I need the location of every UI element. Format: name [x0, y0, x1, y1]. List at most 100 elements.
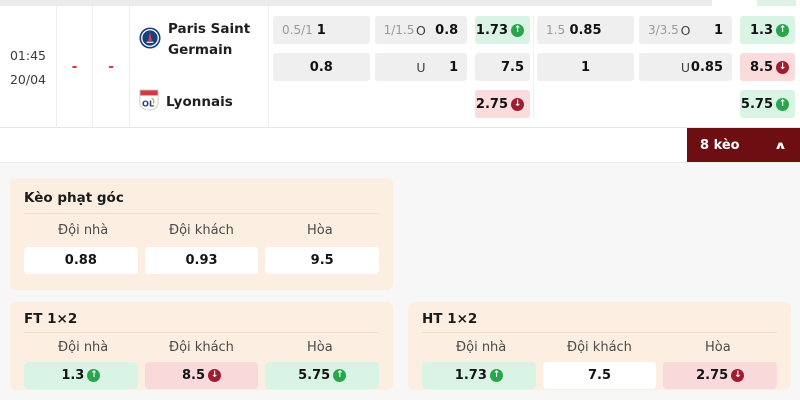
keo-count-bar[interactable]: 8 kèo ∧: [687, 128, 800, 162]
x2-draw-cell[interactable]: 8.5 ↓: [740, 53, 795, 81]
ft-1x2-panel: FT 1×2 Đội nhà Đội khách Hòa 1.3 ↑ 8.5 ↓…: [10, 302, 393, 390]
panel-headers: Đội nhà Đội khách Hòa: [24, 223, 379, 238]
x2-away-cell[interactable]: 5.75 ↑: [740, 90, 795, 118]
empty-cell: [375, 90, 468, 118]
draw-header: Hòa: [306, 223, 333, 238]
odds-value: 5.75: [298, 368, 331, 383]
corner-draw-odds[interactable]: 9.5: [265, 247, 380, 274]
away-header: Đội khách: [567, 340, 632, 355]
total-line: 3/3.5: [648, 23, 679, 37]
draw-header: Hòa: [704, 340, 731, 355]
draw-header: Hòa: [306, 340, 333, 355]
x2-draw-odds: 7.5: [500, 59, 524, 75]
trend-up-icon: ↑: [87, 369, 101, 382]
panel-divider: [24, 213, 379, 214]
ht-home-odds[interactable]: 1.73 ↑: [422, 362, 536, 389]
odds-value: 9.5: [310, 253, 334, 268]
corner-away-odds[interactable]: 0.93: [144, 247, 259, 274]
x2-home-cell[interactable]: 1.73 ↑: [475, 16, 530, 44]
under-odds: 0.85: [690, 59, 723, 75]
home-score-cell: -: [57, 6, 93, 128]
trend-down-icon: ↓: [208, 369, 222, 382]
away-header: Đội khách: [169, 340, 234, 355]
ht-away-odds[interactable]: 7.5: [542, 362, 657, 389]
corner-home-odds[interactable]: 0.88: [24, 247, 138, 274]
under-odds: 1: [449, 59, 459, 75]
odds-row-3: 5.75 ↑: [537, 90, 795, 118]
match-odds-table: 01:45 20/04 - - Paris Saint Germain: [0, 0, 800, 128]
trend-up-icon: ↑: [776, 23, 789, 37]
odds-row-3: 2.75 ↓: [273, 90, 530, 118]
handicap-line2-cell[interactable]: 0.8: [273, 53, 370, 81]
away-team-row: OL Lyonnais: [139, 89, 264, 115]
ht-1x2-panel: HT 1×2 Đội nhà Đội khách Hòa 1.73 ↑ 7.5 …: [408, 302, 791, 390]
away-score: -: [108, 59, 114, 75]
match-time: 01:45: [9, 47, 47, 63]
empty-cell: [537, 90, 634, 118]
trend-down-icon: ↓: [511, 97, 524, 111]
ft-away-odds[interactable]: 8.5 ↓: [144, 362, 259, 389]
over-label: O: [415, 22, 426, 38]
odds-row-2: 1 U 0.85 8.5 ↓: [537, 53, 795, 81]
corner-odds-panel: Kèo phạt góc Đội nhà Đội khách Hòa 0.88 …: [10, 178, 393, 290]
handicap-line1-cell[interactable]: 0.5/1 1: [273, 16, 370, 44]
panel-divider: [24, 332, 379, 333]
panel-divider: [422, 332, 777, 333]
ft-draw-odds[interactable]: 5.75 ↑: [265, 362, 380, 389]
ft-home-odds[interactable]: 1.3 ↑: [24, 362, 138, 389]
handicap-odds: 0.85: [569, 22, 602, 38]
home-header: Đội nhà: [456, 340, 507, 355]
handicap-line2-cell[interactable]: 1: [537, 53, 634, 81]
panel-title: Kèo phạt góc: [24, 190, 124, 206]
home-header: Đội nhà: [58, 340, 109, 355]
previous-row-edge-green: [757, 0, 796, 6]
odds-row-2: 0.8 U 1 7.5: [273, 53, 530, 81]
keo-count-label: 8 kèo: [700, 137, 740, 153]
x2-away-odds: 5.75: [740, 96, 773, 112]
odds-value: 0.88: [64, 253, 97, 268]
panel-title: HT 1×2: [422, 311, 478, 327]
odds-row-1: 1.5 0.85 3/3.5 O 1 1.3 ↑: [537, 16, 795, 44]
over-cell[interactable]: 3/3.5 O 1: [639, 16, 732, 44]
x2-home-cell[interactable]: 1.3 ↑: [740, 16, 795, 44]
table-footer-band: [0, 128, 800, 163]
teams-cell: Paris Saint Germain OL Lyonnais: [130, 6, 269, 128]
empty-cell: [639, 90, 732, 118]
x2-home-odds: 1.3: [749, 22, 773, 38]
trend-down-icon: ↓: [776, 60, 789, 74]
home-team-name: Paris Saint Germain: [168, 21, 251, 58]
ht-draw-odds[interactable]: 2.75 ↓: [663, 362, 778, 389]
x2-away-cell[interactable]: 2.75 ↓: [475, 90, 530, 118]
handicap-odds: 1: [580, 59, 591, 75]
trend-up-icon: ↑: [776, 97, 789, 111]
home-team-row: Paris Saint Germain: [139, 19, 264, 61]
over-odds: 0.8: [435, 22, 459, 38]
x2-draw-odds: 8.5: [749, 59, 773, 75]
odds-value: 1.73: [454, 368, 487, 383]
home-score: -: [71, 59, 78, 75]
odds-value: 1.3: [61, 368, 85, 383]
panel-title: FT 1×2: [24, 311, 78, 327]
away-header: Đội khách: [169, 223, 234, 238]
handicap-line: 0.5/1: [282, 23, 313, 37]
chevron-up-icon[interactable]: ∧: [773, 138, 788, 152]
away-team-name: Lyonnais: [166, 93, 233, 110]
over-cell[interactable]: 1/1.5 O 0.8: [374, 16, 468, 44]
odds-value: 0.93: [185, 253, 218, 268]
x2-away-odds: 2.75: [475, 96, 508, 112]
trend-up-icon: ↑: [489, 369, 503, 382]
handicap-line: 1.5: [546, 23, 566, 37]
handicap-line1-cell[interactable]: 1.5 0.85: [537, 16, 634, 44]
empty-cell: [273, 90, 370, 118]
under-label: U: [680, 59, 691, 75]
odds-group-1: 0.5/1 1 1/1.5 O 0.8 1.73 ↑ 0.8 U: [273, 6, 530, 128]
x2-draw-cell[interactable]: 7.5: [475, 53, 530, 81]
over-label: O: [680, 22, 691, 38]
under-cell[interactable]: U 1: [374, 53, 468, 81]
match-time-cell: 01:45 20/04: [0, 6, 57, 128]
lyon-logo-icon: OL: [139, 89, 159, 115]
under-cell[interactable]: U 0.85: [639, 53, 732, 81]
panel-values: 1.3 ↑ 8.5 ↓ 5.75 ↑: [24, 362, 380, 389]
odds-value: 7.5: [587, 368, 612, 383]
